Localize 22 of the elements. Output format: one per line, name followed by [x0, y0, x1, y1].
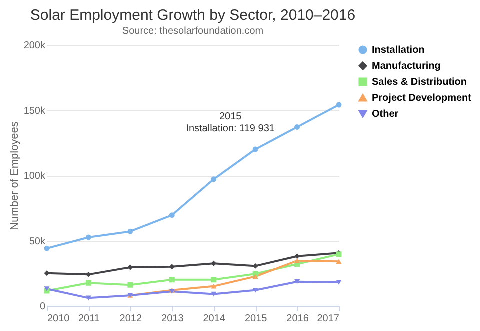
- chart-title: Solar Employment Growth by Sector, 2010–2016: [30, 7, 356, 24]
- legend-label: Installation: [372, 45, 425, 56]
- x-tick-label: 2017: [317, 314, 340, 324]
- y-tick-label: 50k: [29, 236, 46, 248]
- y-tick-label: 200k: [24, 40, 46, 52]
- legend-label: Other: [372, 109, 399, 120]
- x-tick-label: 2011: [78, 314, 100, 324]
- chart-subtitle: Source: thesolarfoundation.com: [122, 26, 264, 37]
- legend-label: Project Development: [372, 93, 472, 104]
- y-tick-label: 150k: [24, 106, 46, 117]
- x-tick-label: 2014: [203, 314, 226, 324]
- x-tick-label: 2012: [120, 314, 142, 324]
- y-tick-label: 100k: [24, 171, 46, 182]
- x-tick-label: 2013: [162, 314, 184, 324]
- legend-label: Manufacturing: [372, 61, 441, 72]
- x-tick-label: 2015: [244, 314, 268, 324]
- x-tick-label: 2010: [48, 314, 70, 324]
- legend-label: Sales & Distribution: [372, 77, 468, 88]
- y-axis-title: Number of Employees: [8, 121, 21, 230]
- y-tick-label: 0: [40, 302, 46, 312]
- x-tick-label: 2016: [286, 314, 310, 324]
- annotation: 2015 Installation: 119 931: [186, 111, 276, 134]
